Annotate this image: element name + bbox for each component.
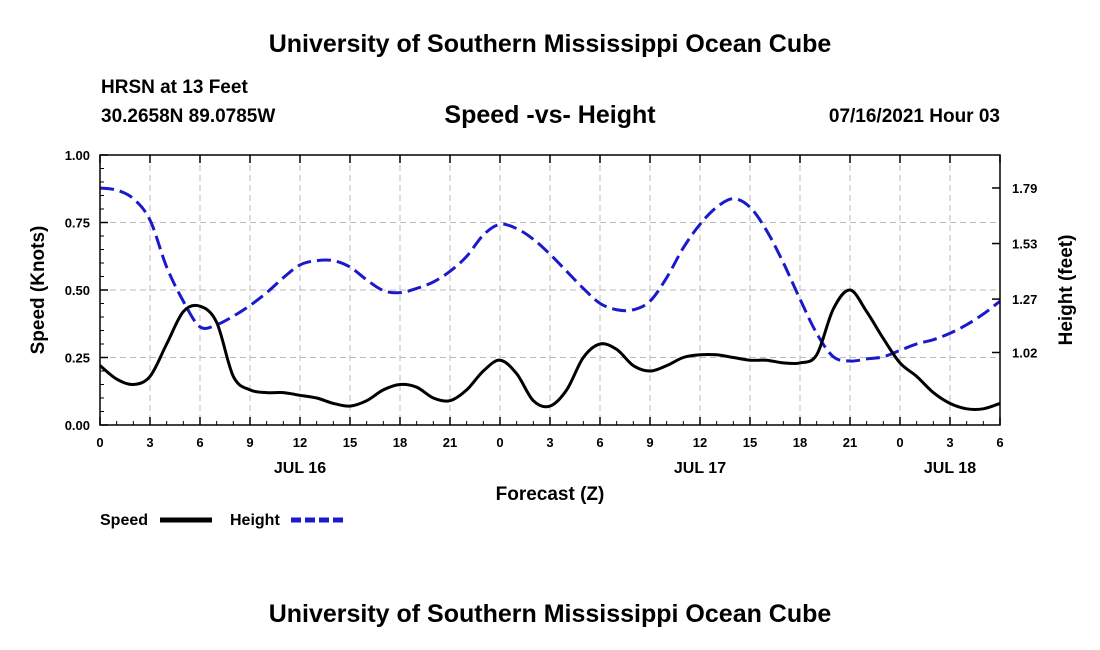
series-line-speed: [99, 288, 1001, 411]
y2-tick-label: 1.02: [1012, 345, 1037, 360]
x-tick-label: 15: [343, 435, 357, 450]
page-title: University of Southern Mississippi Ocean…: [268, 30, 832, 58]
x-day-label: JUL 18: [924, 460, 976, 477]
x-tick-label: 3: [146, 435, 153, 450]
x-axis-title: Forecast (Z): [496, 484, 605, 505]
series-line-height: [99, 186, 1001, 363]
chart-legend: Speed Height: [100, 512, 343, 529]
x-tick-label: 9: [646, 435, 653, 450]
x-tick-label: 9: [246, 435, 253, 450]
grid-lines: [99, 155, 1001, 425]
x-tick-label: 21: [843, 435, 857, 450]
x-tick-label: 12: [293, 435, 307, 450]
x-tick-label: 12: [693, 435, 707, 450]
y-axis-title: Speed (Knots): [28, 226, 49, 355]
x-tick-label: 0: [96, 435, 103, 450]
y-tick-label: 0.75: [65, 216, 90, 231]
station-name: HRSN at 13 Feet: [101, 77, 248, 98]
footer-title: University of Southern Mississippi Ocean…: [268, 600, 832, 628]
y2-axis-title: Height (feet): [1056, 235, 1077, 346]
y-tick-label: 0.50: [65, 283, 90, 298]
x-tick-label: 6: [196, 435, 203, 450]
y2-tick-label: 1.79: [1012, 181, 1037, 196]
x-tick-label: 6: [596, 435, 603, 450]
x-tick-label: 21: [443, 435, 457, 450]
x-day-label: JUL 16: [274, 460, 326, 477]
forecast-datetime: 07/16/2021 Hour 03: [828, 106, 1000, 127]
station-coordinates: 30.2658N 89.0785W: [101, 106, 276, 127]
legend-label-speed: Speed: [100, 512, 148, 529]
x-tick-label: 3: [546, 435, 553, 450]
legend-label-height: Height: [230, 512, 280, 529]
x-day-label: JUL 17: [674, 460, 726, 477]
data-series: [99, 186, 1001, 411]
x-tick-label: 15: [743, 435, 757, 450]
x-tick-label: 18: [793, 435, 807, 450]
x-tick-label: 18: [393, 435, 407, 450]
x-tick-label: 0: [896, 435, 903, 450]
y2-tick-label: 1.27: [1012, 292, 1037, 307]
y-tick-label: 0.25: [65, 351, 90, 366]
y-tick-label: 0.00: [65, 418, 90, 433]
x-tick-label: 3: [946, 435, 953, 450]
x-tick-label: 6: [996, 435, 1003, 450]
y-tick-label: 1.00: [65, 148, 90, 163]
chart-title: Speed -vs- Height: [444, 101, 656, 129]
axes: 0 3 6 9 12 15 18 21 0 3 6 9 12 15 18 21 0 3 6 0.00 0.25 0.50 0…: [65, 148, 1038, 477]
x-tick-label: 0: [496, 435, 503, 450]
y2-tick-label: 1.53: [1012, 237, 1037, 252]
